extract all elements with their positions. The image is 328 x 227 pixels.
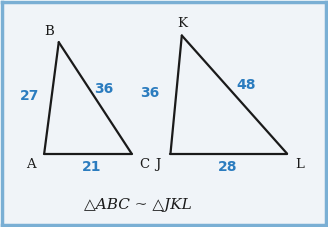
Text: C: C xyxy=(139,158,150,171)
Text: J: J xyxy=(155,158,160,171)
Text: △ABC ~ △JKL: △ABC ~ △JKL xyxy=(84,198,192,212)
Text: 48: 48 xyxy=(237,78,256,91)
Text: 21: 21 xyxy=(81,160,101,174)
Text: 28: 28 xyxy=(217,160,237,174)
Text: L: L xyxy=(296,158,304,171)
Text: B: B xyxy=(44,25,54,37)
Text: 27: 27 xyxy=(20,89,39,103)
Text: K: K xyxy=(177,17,187,30)
Text: A: A xyxy=(27,158,36,171)
Text: 36: 36 xyxy=(94,82,114,96)
Text: 36: 36 xyxy=(140,86,159,100)
